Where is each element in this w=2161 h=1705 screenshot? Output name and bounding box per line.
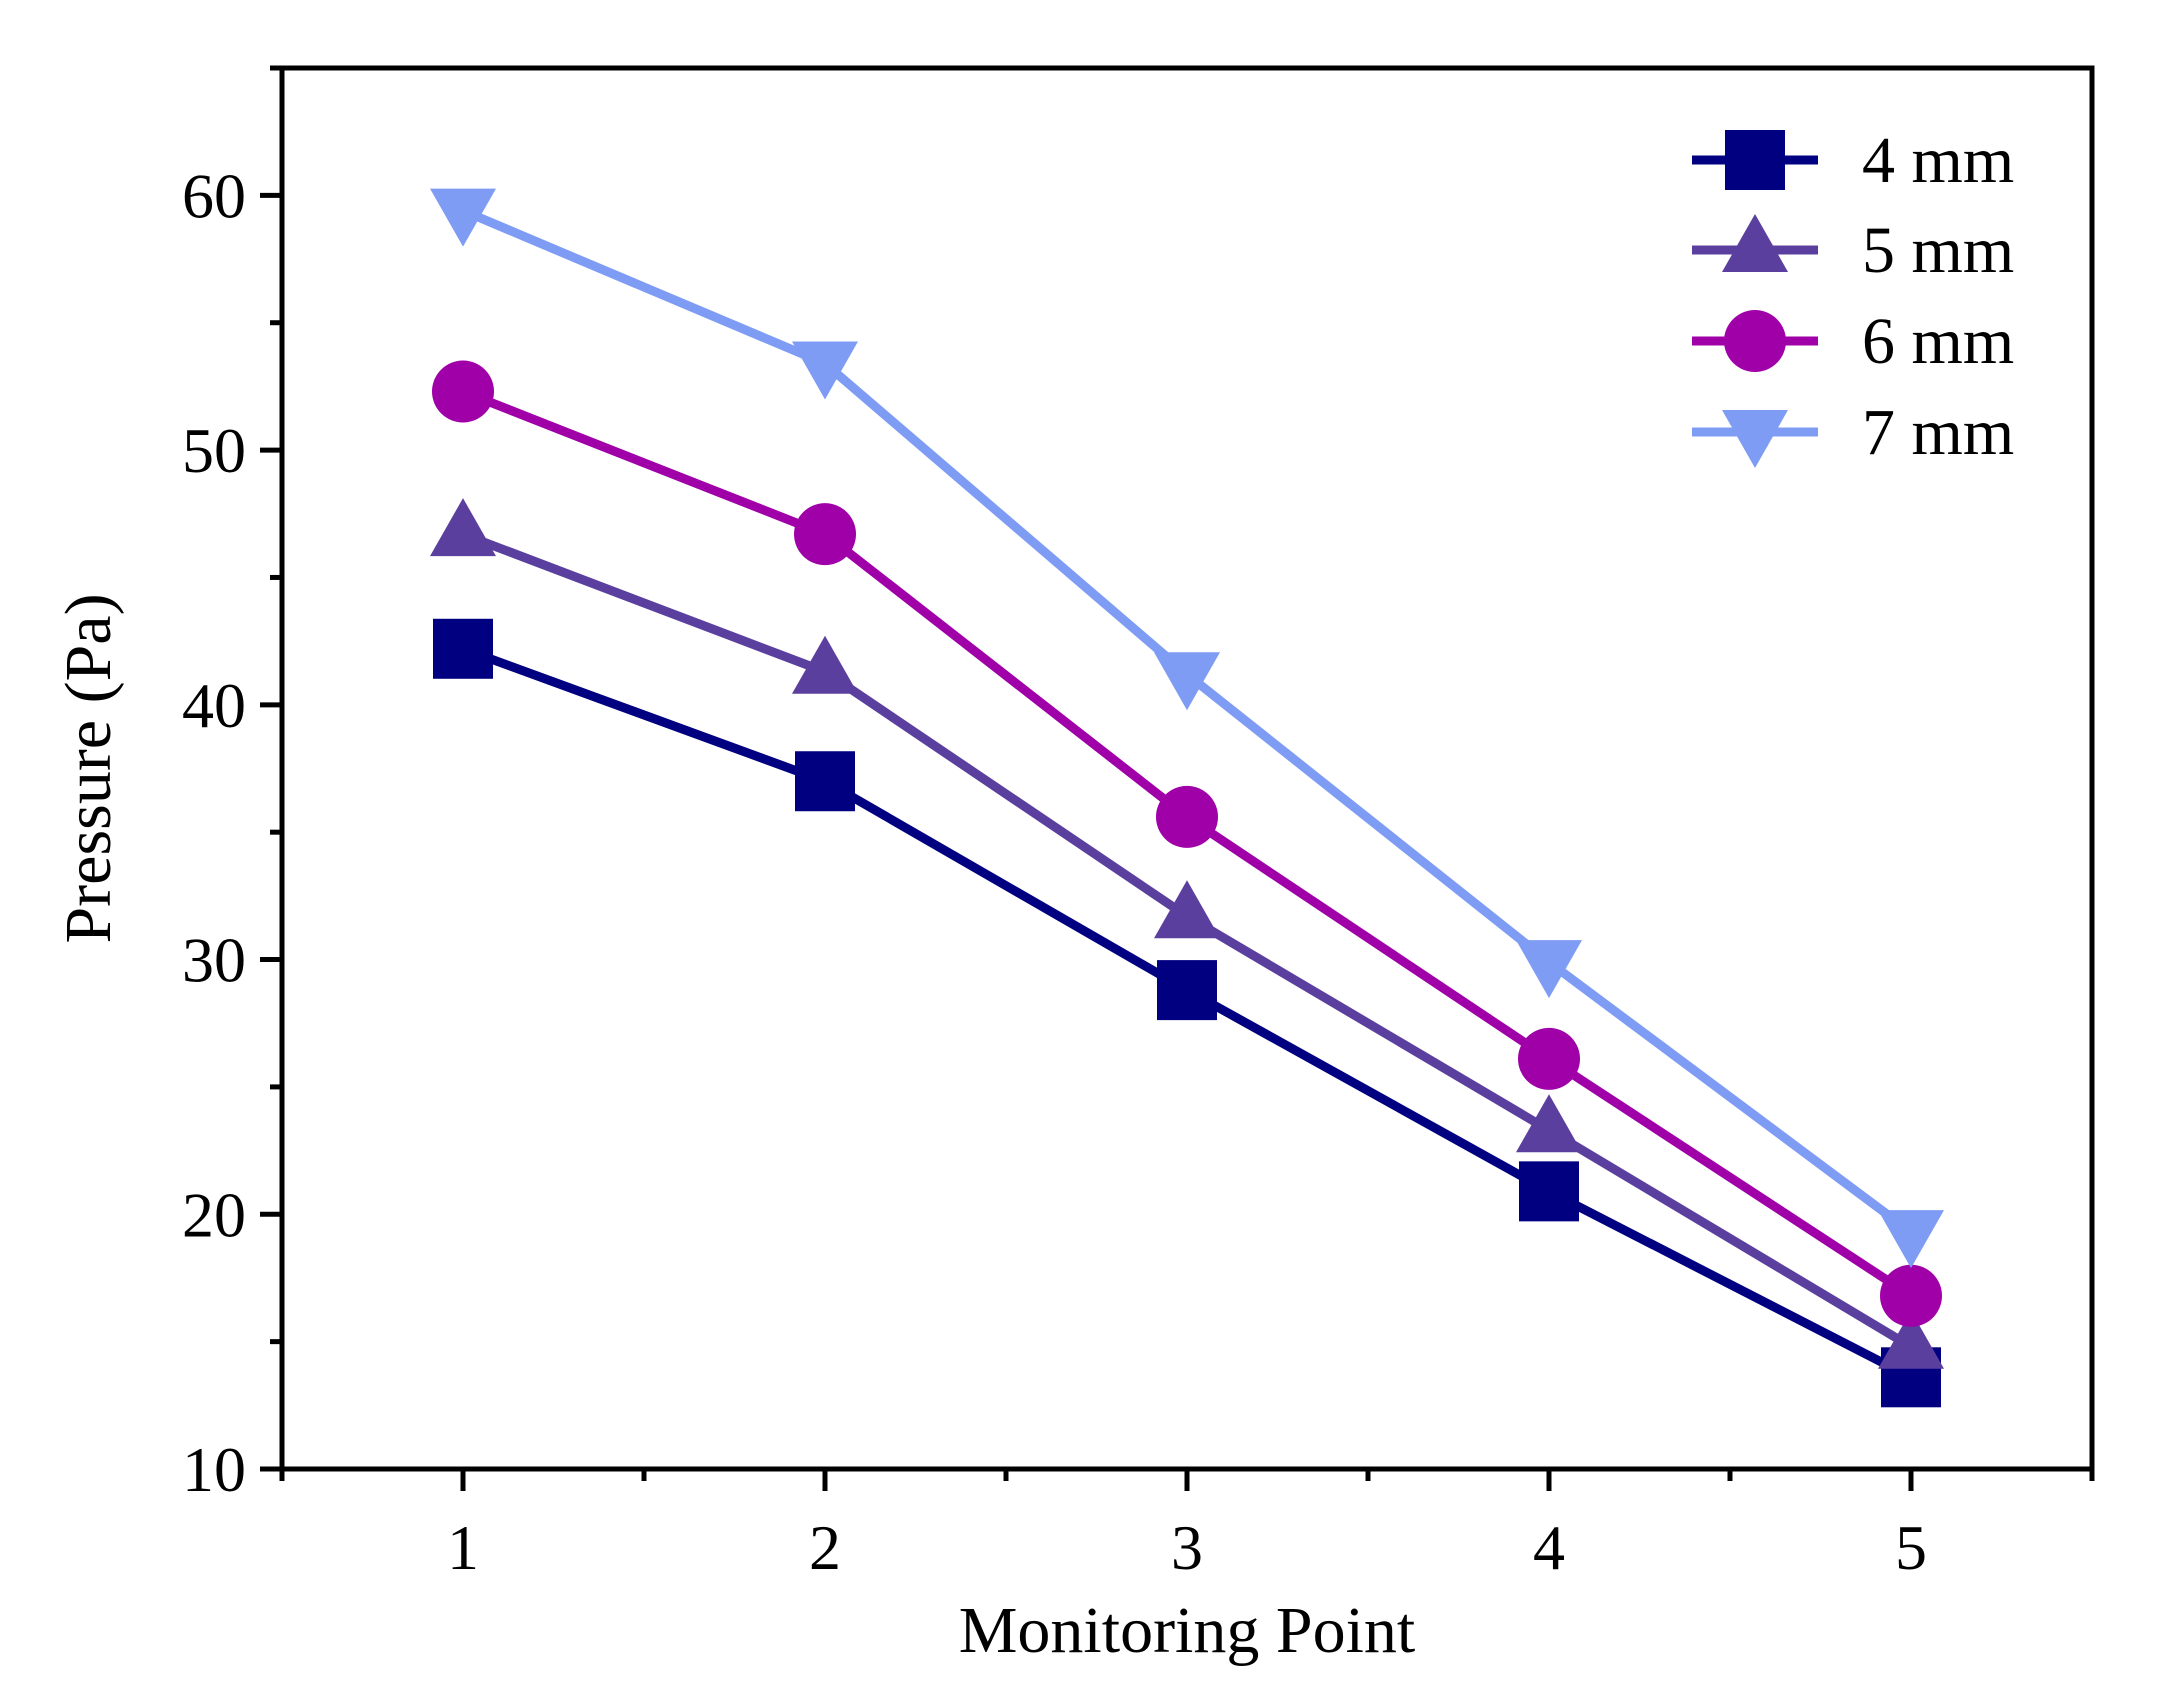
data-point	[1157, 960, 1217, 1021]
data-point	[430, 188, 496, 247]
series-3	[430, 188, 1944, 1269]
legend: 4 mm 5 mm 6 mm 7 mm	[1692, 124, 2014, 469]
series-1	[430, 498, 1944, 1369]
legend-item: 7 mm	[1692, 396, 2014, 469]
legend-marker	[1722, 410, 1788, 468]
data-point	[430, 498, 496, 557]
data-point	[1154, 880, 1220, 939]
data-point	[795, 751, 855, 812]
data-point	[1880, 1264, 1942, 1327]
legend-label: 5 mm	[1862, 214, 2014, 287]
x-tick-label: 3	[1171, 1512, 1203, 1583]
data-point	[1519, 1161, 1579, 1222]
y-tick-label: 40	[182, 670, 246, 741]
y-tick-label: 50	[182, 415, 246, 486]
data-point	[433, 618, 493, 679]
y-tick-label: 60	[182, 160, 246, 231]
x-tick-label: 1	[447, 1512, 479, 1583]
data-point	[1516, 940, 1582, 999]
data-point	[1518, 1027, 1580, 1090]
data-point	[1878, 1310, 1944, 1369]
y-axis-title: Pressure (Pa)	[52, 593, 125, 943]
series-line	[461, 206, 1914, 1236]
legend-label: 7 mm	[1862, 396, 2014, 469]
data-point	[1156, 785, 1218, 848]
axes: 1 2 3 4 5 10 20 30 40 50 60	[182, 65, 2095, 1583]
data-point	[794, 503, 856, 566]
x-tick-label: 4	[1533, 1512, 1565, 1583]
plot-frame	[279, 65, 2095, 1472]
legend-marker	[1722, 214, 1788, 272]
series-0	[433, 618, 1941, 1408]
legend-item: 5 mm	[1692, 214, 2014, 287]
x-tick-label: 5	[1895, 1512, 1927, 1583]
y-tick-label: 10	[182, 1434, 246, 1505]
y-tick-label: 30	[182, 925, 246, 996]
y-tick-label: 20	[182, 1179, 246, 1250]
data-point	[792, 341, 858, 400]
legend-label: 4 mm	[1862, 124, 2014, 197]
data-point	[1878, 1210, 1944, 1269]
plot-area	[430, 188, 1944, 1408]
legend-item: 6 mm	[1692, 305, 2014, 378]
data-point	[1516, 1094, 1582, 1153]
series-2	[432, 360, 1942, 1327]
legend-item: 4 mm	[1692, 124, 2014, 197]
legend-label: 6 mm	[1862, 305, 2014, 378]
data-point	[792, 635, 858, 694]
x-tick-label: 2	[809, 1512, 841, 1583]
data-point	[1154, 652, 1220, 711]
x-axis-title: Monitoring Point	[959, 1594, 1416, 1667]
data-point	[432, 360, 494, 423]
legend-marker	[1724, 310, 1786, 372]
legend-marker	[1725, 130, 1785, 190]
